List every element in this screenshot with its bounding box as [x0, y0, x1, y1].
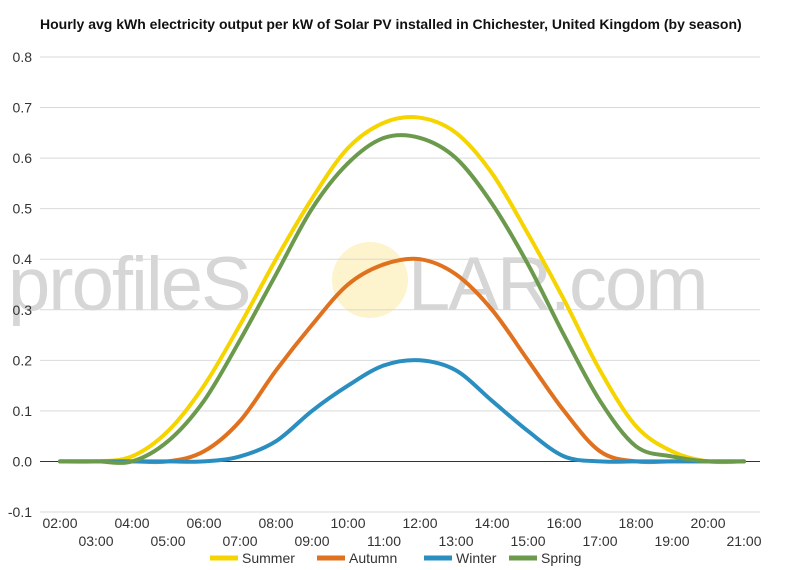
- series-line-spring: [58, 133, 746, 465]
- chart-title: Hourly avg kWh electricity output per kW…: [40, 16, 742, 32]
- x-tick-label: 11:00: [367, 533, 401, 549]
- x-tick-label: 14:00: [474, 515, 509, 531]
- x-tick-label: 10:00: [330, 515, 365, 531]
- x-tick-label: 08:00: [258, 515, 293, 531]
- legend: Summer Autumn Winter Spring: [210, 550, 581, 566]
- legend-label-spring: Spring: [541, 550, 581, 566]
- y-tick-label: 0.8: [13, 49, 33, 65]
- x-axis-ticks: 02:0003:0004:0005:0006:0007:0008:0009:00…: [42, 515, 761, 549]
- x-tick-label: 05:00: [150, 533, 185, 549]
- series-line-winter: [58, 358, 746, 464]
- x-tick-label: 16:00: [546, 515, 581, 531]
- x-tick-label: 15:00: [510, 533, 545, 549]
- x-tick-label: 06:00: [186, 515, 221, 531]
- x-tick-label: 07:00: [222, 533, 257, 549]
- y-tick-label: 0.5: [13, 201, 33, 217]
- x-tick-label: 13:00: [438, 533, 473, 549]
- x-tick-label: 02:00: [42, 515, 77, 531]
- legend-label-summer: Summer: [242, 550, 295, 566]
- y-tick-label: 0.6: [13, 150, 33, 166]
- y-axis-ticks: 0.8 0.7 0.6 0.5 0.4 0.3 0.2 0.1 0.0 -0.1: [8, 49, 32, 520]
- x-tick-label: 12:00: [402, 515, 437, 531]
- x-tick-label: 18:00: [618, 515, 653, 531]
- sun-logo-icon: [332, 242, 408, 318]
- y-tick-label: 0.1: [13, 403, 33, 419]
- y-tick-label: -0.1: [8, 504, 32, 520]
- y-tick-label: 0.4: [13, 251, 33, 267]
- legend-label-winter: Winter: [456, 550, 497, 566]
- series-line-summer: [58, 115, 746, 465]
- x-tick-label: 09:00: [294, 533, 329, 549]
- y-tick-label: 0.2: [13, 352, 33, 368]
- legend-label-autumn: Autumn: [349, 550, 397, 566]
- x-tick-label: 21:00: [726, 533, 761, 549]
- x-tick-label: 17:00: [582, 533, 617, 549]
- y-tick-label: 0.0: [13, 453, 33, 469]
- watermark-text-left: profileS: [8, 242, 250, 327]
- y-tick-label: 0.7: [13, 100, 33, 116]
- watermark-text-right: LAR.com: [408, 242, 707, 327]
- series-lines: [58, 115, 746, 465]
- x-tick-label: 19:00: [654, 533, 689, 549]
- y-tick-label: 0.3: [13, 302, 33, 318]
- x-tick-label: 03:00: [78, 533, 113, 549]
- x-tick-label: 20:00: [690, 515, 725, 531]
- x-tick-label: 04:00: [114, 515, 149, 531]
- profilesolar-watermark: profileS LAR.com: [8, 242, 709, 327]
